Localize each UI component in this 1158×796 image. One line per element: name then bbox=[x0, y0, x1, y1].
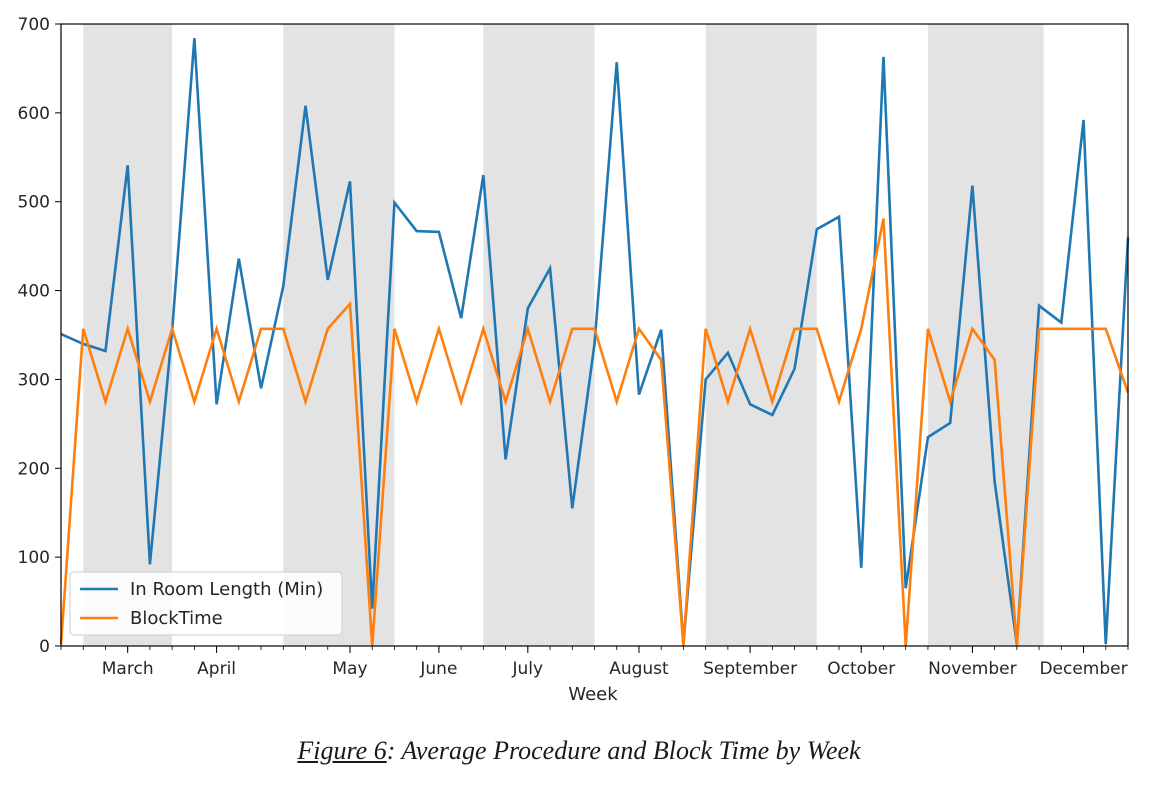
x-tick-label: May bbox=[332, 659, 367, 679]
series-layer bbox=[59, 38, 1130, 647]
x-tick-label: August bbox=[609, 659, 669, 679]
x-axis-label: Week bbox=[568, 684, 618, 705]
y-tick-label: 300 bbox=[18, 370, 50, 390]
y-tick-label: 200 bbox=[18, 459, 50, 479]
y-tick-label: 400 bbox=[18, 282, 50, 302]
figure-reference: Figure 6 bbox=[297, 736, 387, 765]
y-tick-label: 0 bbox=[39, 637, 50, 657]
figure-caption: Figure 6: Average Procedure and Block Ti… bbox=[0, 736, 1158, 766]
shaded-band-0 bbox=[83, 24, 173, 646]
y-axis: 0 100 200 300 400 500 600 700 bbox=[18, 15, 61, 657]
x-tick-label: November bbox=[928, 659, 1016, 679]
y-tick-label: 500 bbox=[18, 193, 50, 213]
legend-box bbox=[69, 571, 343, 636]
x-tick-label: December bbox=[1039, 659, 1127, 679]
x-tick-label: July bbox=[512, 659, 544, 679]
legend-label-blocktime: BlockTime bbox=[130, 608, 223, 629]
x-tick-label: March bbox=[102, 659, 154, 679]
series-line-in-room-length bbox=[60, 38, 1130, 645]
y-tick-label: 700 bbox=[18, 15, 50, 35]
x-tick-label: April bbox=[197, 659, 236, 679]
chart-figure: 0 100 200 300 400 500 600 700 March April May June… bbox=[18, 15, 1130, 705]
y-tick-label: 100 bbox=[18, 548, 50, 568]
y-tick-label: 600 bbox=[18, 104, 50, 124]
x-tick-label: June bbox=[419, 659, 457, 679]
shaded-band-4 bbox=[927, 24, 1044, 646]
legend: In Room Length (Min) BlockTime bbox=[69, 571, 343, 636]
x-tick-label: September bbox=[703, 659, 797, 679]
x-tick-label: October bbox=[827, 659, 895, 679]
month-shading bbox=[83, 24, 1044, 646]
shaded-band-3 bbox=[705, 24, 817, 646]
shaded-band-2 bbox=[483, 24, 595, 646]
caption-text: : Average Procedure and Block Time by We… bbox=[386, 736, 861, 765]
legend-label-in-room: In Room Length (Min) bbox=[130, 579, 323, 600]
series-line-blocktime bbox=[59, 218, 1130, 647]
x-axis: March April May June July August September Octo… bbox=[60, 646, 1129, 679]
